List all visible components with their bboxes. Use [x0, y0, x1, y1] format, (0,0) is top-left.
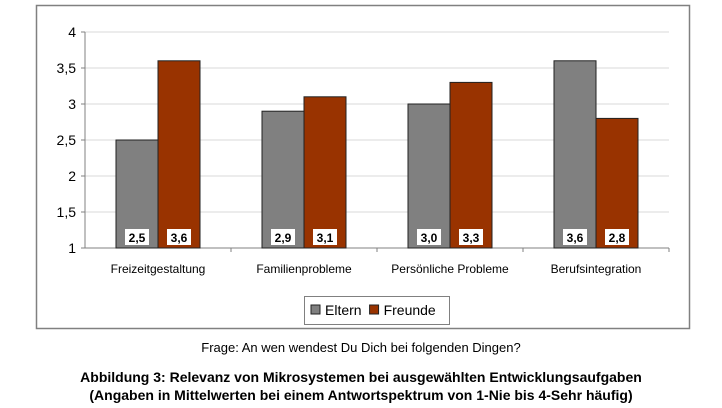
- data-label-box: [271, 229, 295, 245]
- data-label: 2,9: [275, 231, 292, 245]
- data-label: 3,6: [171, 231, 188, 245]
- x-tick-label: Persönliche Probleme: [391, 262, 509, 276]
- bar-eltern: [261, 110, 305, 249]
- data-label: 2,8: [609, 231, 626, 245]
- chart-question: Frage: An wen wendest Du Dich bei folgen…: [201, 340, 521, 355]
- data-label: 3,1: [317, 231, 334, 245]
- figure-subtitle: (Angaben in Mittelwerten bei einem Antwo…: [89, 387, 633, 403]
- data-label-box: [417, 229, 441, 245]
- y-tick-label: 3,5: [57, 60, 77, 76]
- data-label-box: [167, 229, 191, 245]
- data-label-box: [125, 229, 149, 245]
- bar-chart: 1 1,5 2 2,5 3 3,5 4 Freizeitgestaltung 2,5 3,6 Fam…: [35, 4, 691, 330]
- x-tick-label: Freizeitgestaltung: [111, 262, 206, 276]
- bar-eltern: [115, 139, 159, 249]
- data-label-box: [605, 229, 629, 245]
- legend: [304, 296, 450, 325]
- x-tick-label: Berufsintegration: [551, 262, 642, 276]
- data-label: 2,5: [129, 231, 146, 245]
- data-label-box: [313, 229, 337, 245]
- legend-swatch-freunde: [369, 304, 380, 315]
- bar-freunde: [157, 60, 201, 249]
- y-tick-label: 2: [68, 168, 76, 184]
- data-label-box: [563, 229, 587, 245]
- bar-eltern: [407, 103, 451, 249]
- legend-label-freunde: Freunde: [384, 302, 436, 318]
- data-label: 3,6: [567, 231, 584, 245]
- data-label: 3,0: [421, 231, 438, 245]
- y-tick-label: 3: [68, 96, 76, 112]
- x-tick-label: Familienprobleme: [256, 262, 352, 276]
- y-tick-label: 1: [68, 240, 76, 256]
- bar-eltern: [553, 60, 597, 249]
- data-label-box: [459, 229, 483, 245]
- y-tick-label: 4: [68, 24, 76, 40]
- y-tick-label: 1,5: [57, 204, 77, 220]
- bar-freunde: [595, 117, 639, 249]
- legend-swatch-eltern: [310, 304, 321, 315]
- bar-freunde: [449, 81, 493, 249]
- figure-title: Abbildung 3: Relevanz von Mikrosystemen …: [80, 369, 642, 385]
- y-tick-label: 2,5: [57, 132, 77, 148]
- data-label: 3,3: [463, 231, 480, 245]
- legend-label-eltern: Eltern: [325, 302, 362, 318]
- bar-freunde: [303, 96, 347, 249]
